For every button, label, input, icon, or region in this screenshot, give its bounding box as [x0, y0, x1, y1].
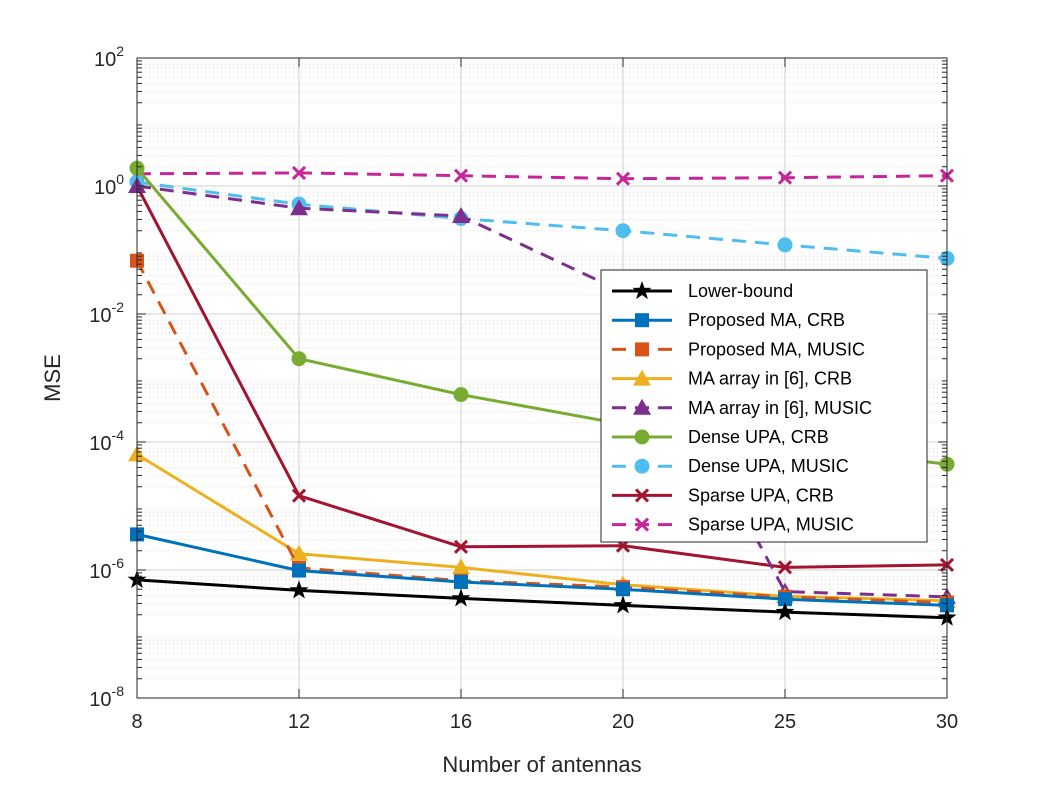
data-point	[777, 170, 793, 185]
x-tick-label: 8	[131, 711, 142, 733]
series-proposed-ma-crb	[130, 527, 954, 613]
legend-entry: MA array in [6], CRB	[612, 369, 852, 389]
legend: Lower-bound Proposed MA, CRB Proposed MA, …	[600, 269, 928, 543]
legend-entry: Sparse UPA, MUSIC	[612, 515, 854, 535]
x-tick-label: 30	[936, 711, 958, 733]
legend-label: MA array in [6], CRB	[688, 369, 852, 389]
y-tick-label: 10-8	[89, 683, 124, 711]
y-tick-labels: 10-8 10-6 10-4 10-2 100 102	[89, 43, 124, 711]
legend-marker	[633, 369, 651, 386]
series-line	[136, 180, 948, 260]
marker-stroke	[777, 170, 793, 185]
legend-entry: Lower-bound	[612, 281, 793, 301]
data-point	[292, 563, 306, 578]
legend-entry: Dense UPA, CRB	[612, 427, 829, 447]
marker-stroke	[291, 488, 307, 503]
legend-label: Sparse UPA, MUSIC	[688, 515, 854, 535]
series-line	[135, 260, 948, 605]
legend-label: Proposed MA, CRB	[688, 310, 845, 330]
data-point	[777, 237, 793, 253]
x-tick-label: 12	[288, 711, 310, 733]
series-layer	[127, 160, 957, 626]
legend-entry: Proposed MA, CRB	[612, 310, 845, 330]
x-tick-labels: 8 12 16 20 25 30	[131, 711, 958, 733]
data-point	[778, 592, 792, 607]
marker-stroke	[634, 517, 650, 532]
legend-label: Dense UPA, MUSIC	[688, 456, 849, 476]
series-line	[136, 532, 948, 607]
legend-label: Proposed MA, MUSIC	[688, 339, 865, 359]
y-tick-label: 10-2	[89, 299, 124, 327]
marker-stroke	[777, 560, 793, 575]
legend-marker	[634, 488, 650, 503]
legend-label: MA array in [6], MUSIC	[688, 398, 872, 418]
series-line	[136, 171, 948, 181]
plot-frame	[136, 57, 948, 699]
data-point	[454, 574, 468, 589]
legend-entry: Sparse UPA, CRB	[612, 485, 834, 505]
data-point	[289, 580, 309, 599]
data-point	[290, 199, 308, 216]
y-tick-label: 100	[94, 171, 124, 199]
y-tick-label: 10-6	[89, 555, 124, 583]
series-sparse-upa-music	[129, 165, 955, 186]
legend-entry: Dense UPA, MUSIC	[612, 456, 849, 476]
axis-ticks	[136, 57, 948, 699]
legend-entry: Proposed MA, MUSIC	[612, 339, 865, 359]
y-tick-label: 10-4	[89, 427, 124, 455]
x-tick-label: 25	[774, 711, 796, 733]
marker-stroke	[615, 171, 631, 186]
data-point	[291, 165, 307, 180]
series-line	[136, 578, 948, 620]
legend-marker	[635, 313, 649, 328]
legend-label: Sparse UPA, CRB	[688, 485, 834, 505]
data-point	[613, 595, 633, 614]
data-point	[775, 602, 795, 621]
data-point	[615, 223, 631, 239]
legend-label: Lower-bound	[688, 281, 793, 301]
y-tick-label: 102	[94, 43, 124, 71]
marker-stroke	[291, 165, 307, 180]
data-point	[453, 539, 469, 554]
data-point	[453, 168, 469, 183]
data-point	[615, 171, 631, 186]
legend-marker	[634, 458, 650, 474]
y-axis-label: MSE	[40, 354, 65, 402]
series-line	[136, 184, 948, 599]
x-tick-label: 20	[612, 711, 634, 733]
legend-marker	[632, 281, 652, 300]
legend-marker	[633, 398, 651, 415]
legend-marker	[634, 517, 650, 532]
legend-entry: MA array in [6], MUSIC	[612, 398, 872, 418]
legend-marker	[635, 342, 649, 357]
data-point	[452, 558, 470, 575]
data-point	[777, 560, 793, 575]
minor-grid	[137, 60, 947, 680]
series-line	[135, 185, 948, 569]
data-point	[616, 582, 630, 597]
x-axis-label: Number of antennas	[442, 752, 641, 777]
legend-marker	[634, 429, 650, 445]
marker-stroke	[453, 539, 469, 554]
marker-stroke	[453, 168, 469, 183]
data-point	[291, 488, 307, 503]
data-point	[453, 387, 469, 403]
marker-stroke	[634, 488, 650, 503]
data-point	[291, 351, 307, 367]
data-point	[451, 588, 471, 607]
data-point	[452, 206, 470, 223]
x-tick-label: 16	[450, 711, 472, 733]
legend-label: Dense UPA, CRB	[688, 427, 829, 447]
